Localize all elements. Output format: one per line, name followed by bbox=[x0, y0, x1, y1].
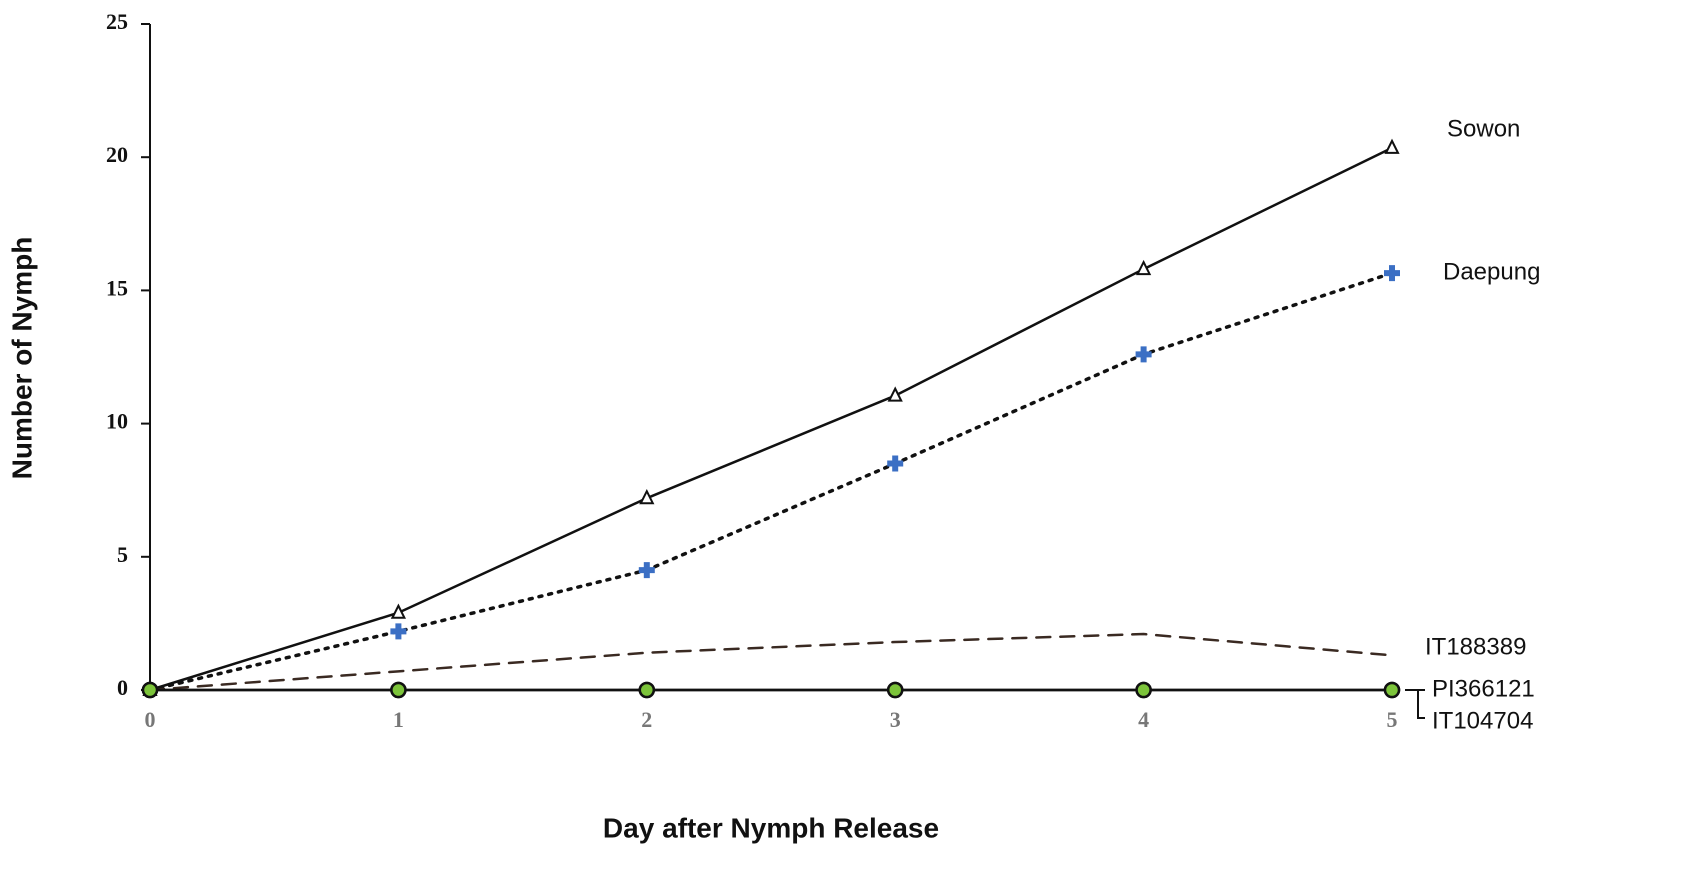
series: Sowon bbox=[142, 115, 1520, 696]
series-line bbox=[148, 146, 1394, 692]
series: IT104704 bbox=[141, 681, 1533, 734]
x-tick-label: 4 bbox=[1138, 707, 1149, 732]
marker bbox=[390, 623, 407, 640]
series-label: Sowon bbox=[1447, 115, 1520, 142]
marker bbox=[886, 681, 904, 699]
y-tick-label: 5 bbox=[117, 542, 128, 567]
x-tick-label: 1 bbox=[393, 707, 404, 732]
marker bbox=[887, 386, 903, 402]
marker bbox=[1135, 681, 1152, 699]
x-tick-label: 5 bbox=[1387, 707, 1398, 732]
marker bbox=[638, 562, 655, 579]
marker bbox=[1384, 265, 1400, 282]
series-label: IT104704 bbox=[1432, 707, 1533, 734]
y-tick-label: 25 bbox=[106, 9, 128, 34]
bracket bbox=[1405, 689, 1425, 719]
series-label: Daepung bbox=[1443, 258, 1540, 285]
x-tick-label: 2 bbox=[641, 707, 652, 732]
series: Daepung bbox=[142, 258, 1540, 698]
series-line bbox=[148, 271, 1394, 692]
series: IT188389 bbox=[148, 632, 1526, 692]
y-tick-label: 20 bbox=[106, 142, 128, 167]
x-tick-label: 0 bbox=[145, 707, 156, 732]
marker bbox=[141, 681, 159, 699]
marker bbox=[390, 603, 407, 619]
y-tick-label: 10 bbox=[106, 409, 128, 434]
marker bbox=[1135, 259, 1152, 276]
y-tick-label: 15 bbox=[106, 275, 128, 300]
marker bbox=[1383, 681, 1401, 699]
series-label: IT188389 bbox=[1425, 633, 1526, 660]
x-tick-label: 3 bbox=[890, 707, 901, 732]
x-axis-title: Day after Nymph Release bbox=[603, 812, 939, 843]
series-label: PI366121 bbox=[1432, 675, 1535, 702]
marker bbox=[1384, 138, 1400, 154]
label-bracket bbox=[1405, 689, 1425, 719]
marker bbox=[887, 455, 904, 472]
marker bbox=[390, 681, 407, 699]
marker bbox=[1135, 346, 1152, 363]
series-line bbox=[148, 632, 1394, 692]
marker bbox=[638, 681, 656, 699]
y-tick-label: 0 bbox=[117, 675, 128, 700]
marker bbox=[639, 488, 655, 505]
y-axis-title: Number of Nymph bbox=[6, 237, 37, 480]
